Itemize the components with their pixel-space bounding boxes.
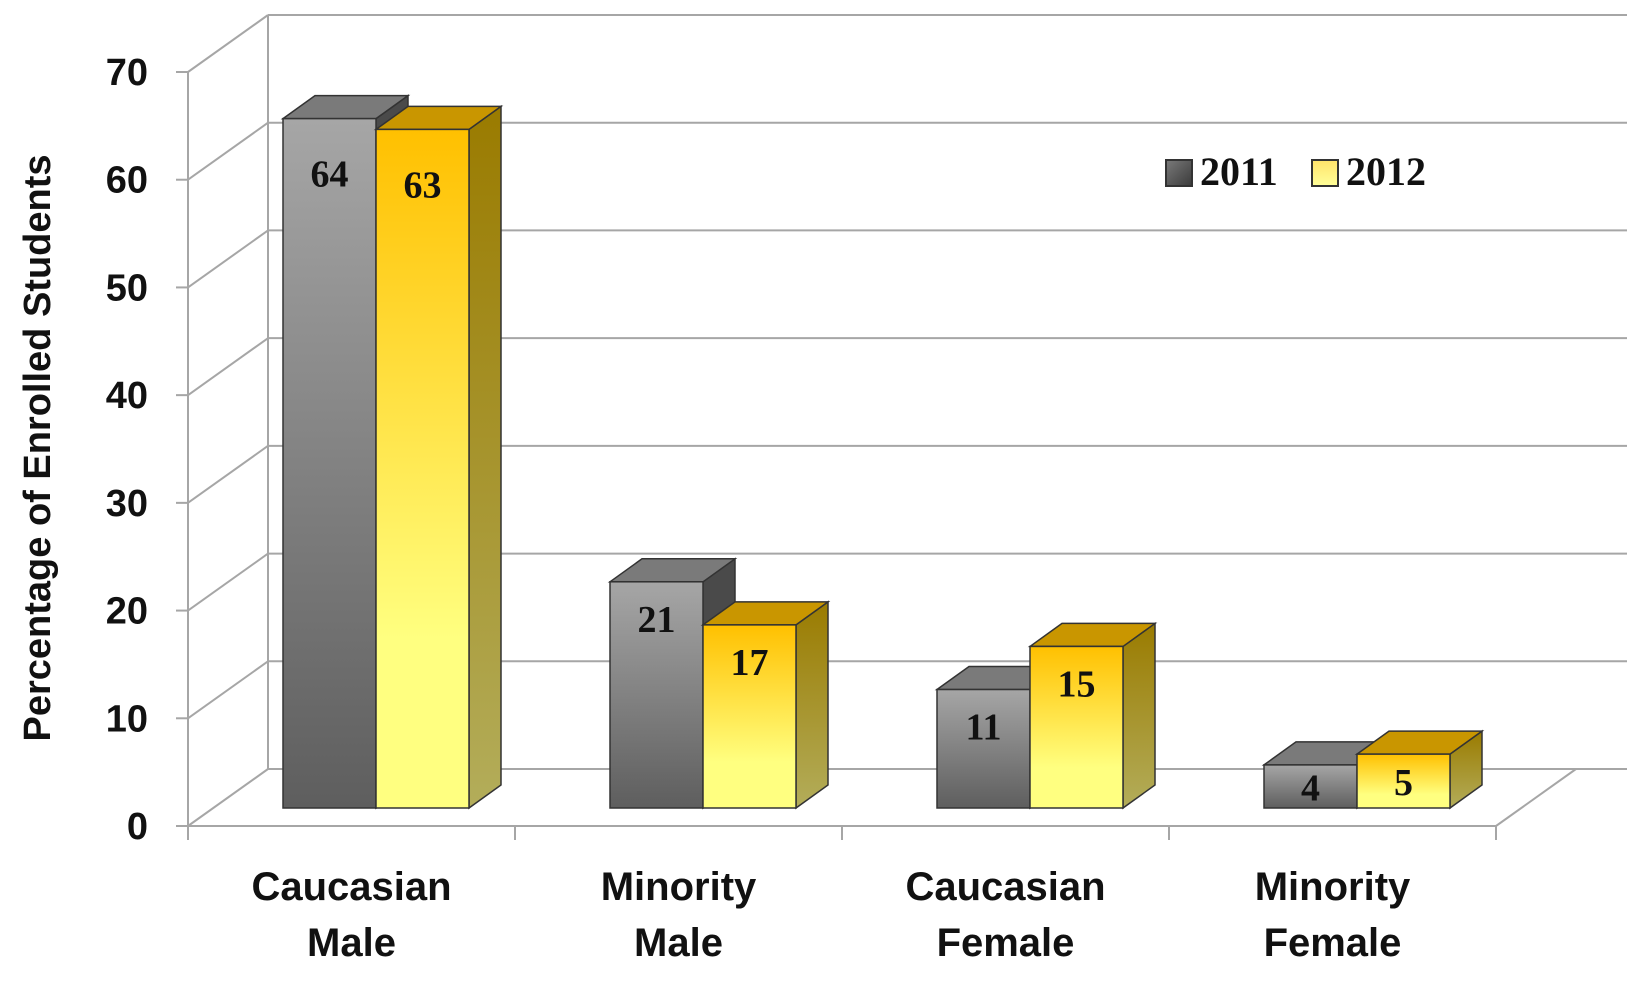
bar-2011 bbox=[609, 581, 704, 809]
data-label: 17 bbox=[731, 642, 769, 684]
x-tick-label: Caucasian bbox=[905, 865, 1105, 909]
gridline-side bbox=[187, 445, 269, 504]
data-label: 11 bbox=[966, 707, 1002, 749]
bar-2012 bbox=[702, 624, 797, 809]
legend-swatch-2011 bbox=[1165, 159, 1193, 187]
y-tick-label: 40 bbox=[106, 375, 148, 417]
gridline-side bbox=[187, 337, 269, 396]
bar-2011 bbox=[936, 688, 1031, 809]
y-tick-label: 20 bbox=[106, 591, 148, 633]
data-label: 64 bbox=[311, 154, 349, 196]
floor-right-edge bbox=[1495, 768, 1577, 827]
bar-2011 bbox=[282, 117, 377, 809]
bar-side-2012 bbox=[468, 104, 502, 810]
bar-2012 bbox=[1356, 753, 1451, 809]
x-tick-label: Male bbox=[634, 921, 723, 965]
y-tick-label: 0 bbox=[127, 806, 148, 848]
gridline-side bbox=[187, 660, 269, 720]
bar-side-2012 bbox=[795, 600, 829, 810]
data-label: 15 bbox=[1058, 663, 1096, 705]
legend-label: 2012 bbox=[1346, 149, 1426, 194]
legend: 2011 2012 bbox=[1165, 149, 1426, 194]
x-tick-label: Minority bbox=[1255, 865, 1411, 909]
data-label: 21 bbox=[638, 599, 676, 641]
x-tick-label: Male bbox=[307, 921, 396, 965]
bars bbox=[280, 94, 1485, 810]
y-axis-title: Percentage of Enrolled Students bbox=[17, 155, 59, 742]
y-tick-label: 10 bbox=[106, 698, 148, 740]
gridline-side bbox=[187, 229, 269, 289]
y-tick-label: 30 bbox=[106, 483, 148, 525]
legend-label: 2011 bbox=[1200, 149, 1278, 194]
x-tick-label: Female bbox=[1264, 921, 1402, 965]
y-tick-label: 70 bbox=[106, 52, 148, 94]
bar-side-2012 bbox=[1122, 621, 1156, 810]
gridline-side bbox=[187, 121, 269, 181]
axes: 0 10 20 30 40 50 60 70 Caucasian Male Minority Male… bbox=[106, 15, 1577, 965]
data-label: 4 bbox=[1301, 767, 1320, 809]
data-labels: 64 63 21 17 11 15 4 5 bbox=[311, 154, 1414, 810]
bar-2012 bbox=[375, 128, 470, 809]
gridline-side bbox=[187, 552, 269, 612]
bar-2012 bbox=[1029, 645, 1124, 809]
y-tick-label: 50 bbox=[106, 267, 148, 309]
x-tick-label: Female bbox=[937, 921, 1075, 965]
gridline-side bbox=[187, 14, 269, 73]
data-label: 5 bbox=[1394, 762, 1413, 804]
data-label: 63 bbox=[404, 164, 442, 206]
gridline-side bbox=[187, 768, 269, 827]
legend-swatch-2012 bbox=[1311, 159, 1339, 187]
x-tick-label: Minority bbox=[601, 865, 757, 909]
y-tick-label: 60 bbox=[106, 160, 148, 202]
x-tick-label: Caucasian bbox=[251, 865, 451, 909]
